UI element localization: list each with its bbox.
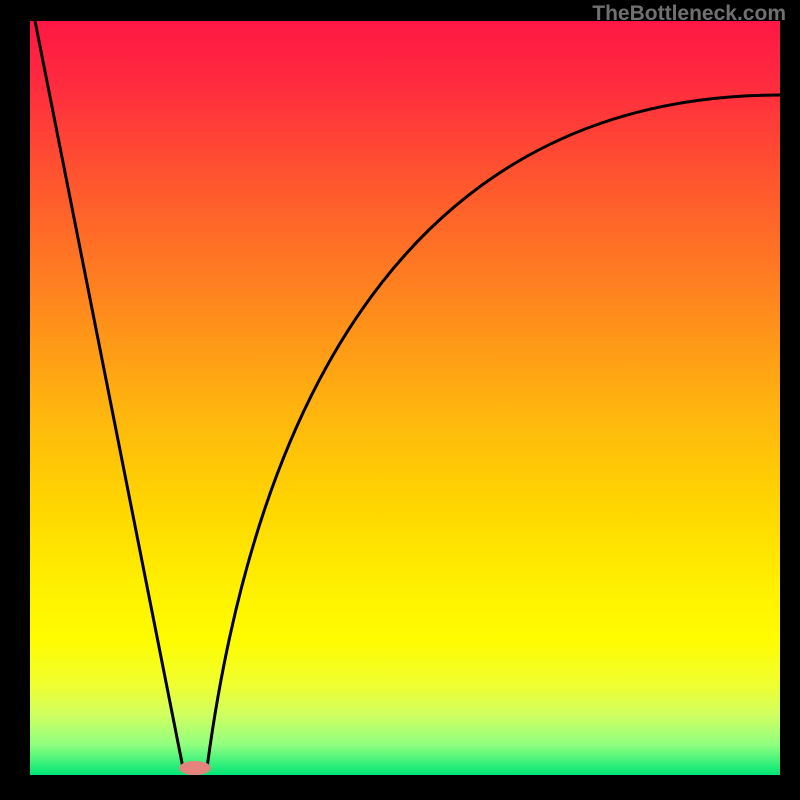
optimal-marker <box>179 761 211 775</box>
y-axis <box>25 21 30 780</box>
watermark-text: TheBottleneck.com <box>592 2 786 26</box>
chart-container: TheBottleneck.com <box>0 0 800 800</box>
x-axis <box>25 775 780 780</box>
plot-area <box>30 21 780 775</box>
bottleneck-chart <box>0 0 800 800</box>
